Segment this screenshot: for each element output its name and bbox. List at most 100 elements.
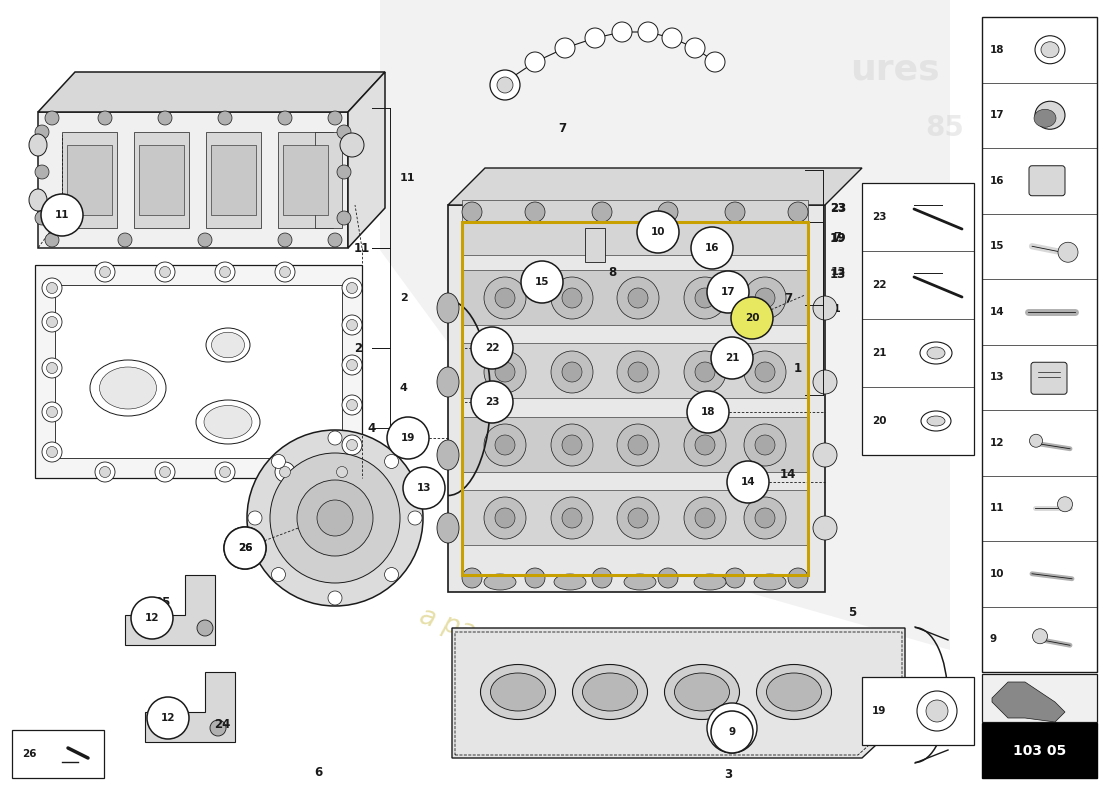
Text: 25: 25 — [154, 595, 170, 609]
Circle shape — [727, 461, 769, 503]
Ellipse shape — [29, 189, 47, 211]
Circle shape — [525, 568, 544, 588]
Polygon shape — [283, 145, 328, 215]
Circle shape — [131, 597, 173, 639]
Text: 6: 6 — [314, 766, 322, 778]
Circle shape — [408, 511, 422, 525]
Text: 26: 26 — [22, 749, 36, 759]
Text: 7: 7 — [833, 233, 840, 242]
Text: 3: 3 — [724, 769, 733, 782]
Text: 20: 20 — [745, 313, 759, 323]
Bar — [982, 674, 1097, 722]
Text: 9: 9 — [728, 727, 736, 737]
Circle shape — [297, 480, 373, 556]
Ellipse shape — [1030, 434, 1043, 447]
Text: 14: 14 — [780, 469, 796, 482]
Circle shape — [662, 28, 682, 48]
Circle shape — [562, 508, 582, 528]
Text: 22: 22 — [485, 343, 499, 353]
Circle shape — [35, 211, 50, 225]
Text: 7: 7 — [558, 122, 566, 134]
Circle shape — [551, 497, 593, 539]
Circle shape — [695, 362, 715, 382]
Circle shape — [278, 111, 292, 125]
Circle shape — [42, 312, 62, 332]
Ellipse shape — [674, 673, 729, 711]
Text: 10: 10 — [651, 227, 666, 237]
Text: 13: 13 — [830, 267, 846, 277]
Circle shape — [1058, 242, 1078, 262]
Circle shape — [755, 288, 775, 308]
Circle shape — [462, 568, 482, 588]
Circle shape — [471, 327, 513, 369]
Circle shape — [495, 288, 515, 308]
FancyBboxPatch shape — [1031, 362, 1067, 394]
Circle shape — [521, 261, 563, 303]
Circle shape — [525, 202, 544, 222]
Text: 22: 22 — [872, 280, 887, 290]
Ellipse shape — [921, 411, 952, 431]
Circle shape — [707, 271, 749, 313]
Circle shape — [342, 435, 362, 455]
Circle shape — [484, 351, 526, 393]
Polygon shape — [452, 628, 905, 758]
Circle shape — [684, 351, 726, 393]
Circle shape — [471, 381, 513, 423]
Circle shape — [340, 133, 364, 157]
Circle shape — [385, 454, 398, 469]
Circle shape — [755, 435, 775, 455]
Circle shape — [562, 435, 582, 455]
Circle shape — [617, 277, 659, 319]
Ellipse shape — [1041, 42, 1059, 58]
Text: 15: 15 — [535, 277, 549, 287]
Text: 23: 23 — [872, 212, 887, 222]
Text: 15: 15 — [990, 242, 1004, 251]
Text: 10: 10 — [990, 569, 1004, 578]
Ellipse shape — [1035, 36, 1065, 64]
Circle shape — [46, 282, 57, 294]
Circle shape — [220, 266, 231, 278]
Circle shape — [214, 262, 235, 282]
Text: 12: 12 — [990, 438, 1004, 448]
Circle shape — [628, 288, 648, 308]
Circle shape — [46, 446, 57, 458]
Circle shape — [346, 439, 358, 450]
Circle shape — [755, 508, 775, 528]
Ellipse shape — [491, 673, 546, 711]
Text: 19: 19 — [830, 233, 846, 243]
Ellipse shape — [920, 342, 951, 364]
Ellipse shape — [757, 665, 832, 719]
FancyBboxPatch shape — [1028, 166, 1065, 196]
Text: 16: 16 — [990, 176, 1004, 186]
Text: 8: 8 — [608, 266, 616, 278]
Circle shape — [585, 28, 605, 48]
Circle shape — [695, 508, 715, 528]
Ellipse shape — [206, 328, 250, 362]
Circle shape — [279, 266, 290, 278]
Circle shape — [224, 527, 266, 569]
Circle shape — [495, 508, 515, 528]
Text: 1: 1 — [794, 362, 802, 374]
Circle shape — [46, 406, 57, 418]
Polygon shape — [211, 145, 256, 215]
Circle shape — [385, 567, 398, 582]
Polygon shape — [348, 72, 385, 248]
Circle shape — [725, 202, 745, 222]
Circle shape — [744, 497, 786, 539]
Circle shape — [158, 111, 172, 125]
Circle shape — [658, 568, 678, 588]
Circle shape — [525, 52, 544, 72]
Ellipse shape — [196, 400, 260, 444]
Circle shape — [328, 431, 342, 445]
Text: for cars: for cars — [453, 667, 557, 722]
Text: 4: 4 — [367, 422, 376, 434]
Text: 11: 11 — [354, 242, 370, 254]
Text: 23: 23 — [829, 202, 846, 214]
Circle shape — [684, 277, 726, 319]
Circle shape — [214, 462, 235, 482]
Circle shape — [813, 370, 837, 394]
Circle shape — [118, 233, 132, 247]
Bar — [862, 677, 974, 745]
Circle shape — [495, 72, 515, 92]
Circle shape — [638, 22, 658, 42]
